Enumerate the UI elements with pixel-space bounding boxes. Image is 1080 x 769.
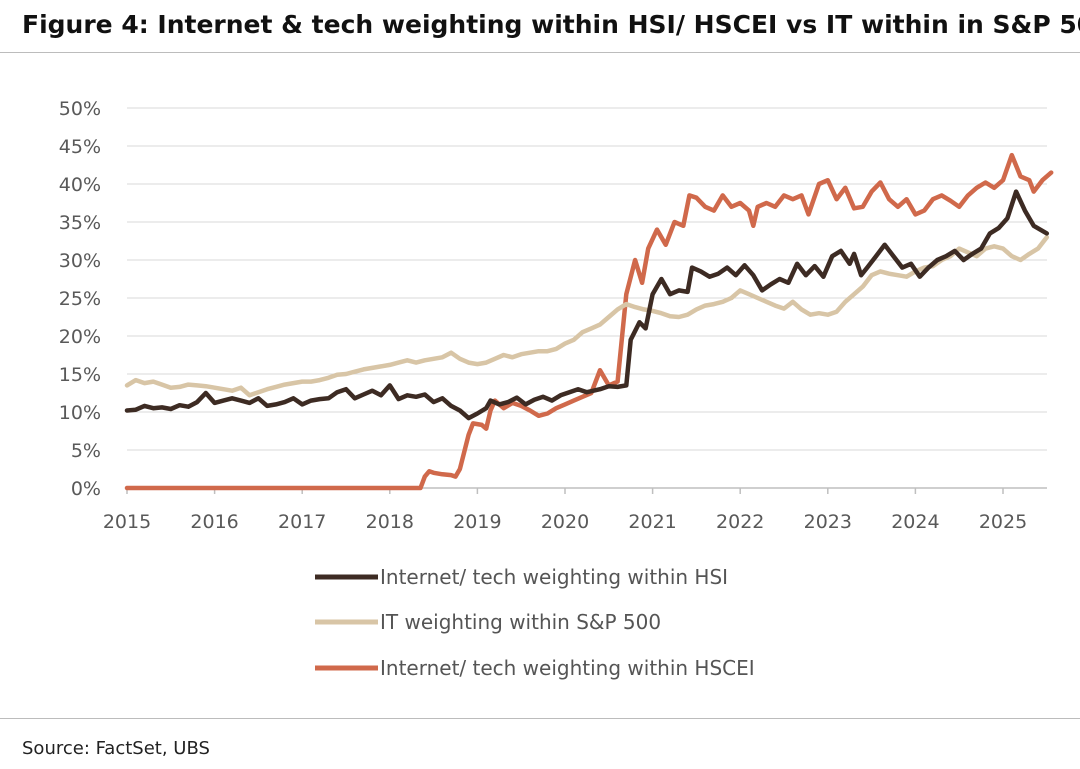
series-line-2 bbox=[124, 234, 1050, 398]
y-tick-label: 30% bbox=[59, 250, 101, 272]
legend: Internet/ tech weighting within HSI IT we… bbox=[315, 565, 755, 680]
chart-title: Figure 4: Internet & tech weighting with… bbox=[22, 10, 1080, 39]
title-divider bbox=[0, 52, 1080, 53]
y-tick-label: 40% bbox=[59, 174, 101, 196]
x-tick-label: 2018 bbox=[366, 511, 414, 533]
y-tick-label: 50% bbox=[59, 98, 101, 120]
source-divider bbox=[0, 718, 1080, 719]
gridlines bbox=[127, 107, 1047, 451]
x-tick-label: 2020 bbox=[541, 511, 589, 533]
x-tick-label: 2017 bbox=[278, 511, 326, 533]
x-tick-label: 2023 bbox=[804, 511, 852, 533]
x-tick-label: 2019 bbox=[453, 511, 501, 533]
series-line-1 bbox=[124, 189, 1050, 421]
line-chart: 0% 5% 10% 15% 20% 25% 30% 35% 40% 45% 50% 2015 2016… bbox=[59, 98, 1054, 680]
x-tick-label: 2016 bbox=[190, 511, 238, 533]
y-tick-label: 25% bbox=[59, 288, 101, 310]
legend-label: Internet/ tech weighting within HSI bbox=[380, 565, 728, 589]
x-axis-ticks: 2015 2016 2017 2018 2019 2020 2021 2022 2023 2024… bbox=[103, 488, 1027, 533]
y-tick-label: 10% bbox=[59, 402, 101, 424]
x-tick-label: 2024 bbox=[891, 511, 939, 533]
y-axis-ticks: 0% 5% 10% 15% 20% 25% 30% 35% 40% 45% 50% bbox=[59, 98, 101, 500]
y-tick-label: 5% bbox=[71, 440, 101, 462]
y-tick-label: 35% bbox=[59, 212, 101, 234]
y-tick-label: 20% bbox=[59, 326, 101, 348]
series-lines bbox=[124, 152, 1054, 491]
legend-label: Internet/ tech weighting within HSCEI bbox=[380, 656, 755, 680]
x-tick-label: 2025 bbox=[979, 511, 1027, 533]
y-tick-label: 45% bbox=[59, 136, 101, 158]
x-tick-label: 2021 bbox=[628, 511, 676, 533]
source-note: Source: FactSet, UBS bbox=[22, 738, 210, 759]
x-tick-label: 2015 bbox=[103, 511, 151, 533]
y-tick-label: 0% bbox=[71, 478, 101, 500]
x-tick-label: 2022 bbox=[716, 511, 764, 533]
y-tick-label: 15% bbox=[59, 364, 101, 386]
legend-label: IT weighting within S&P 500 bbox=[380, 610, 661, 634]
series-line-3 bbox=[124, 152, 1054, 491]
